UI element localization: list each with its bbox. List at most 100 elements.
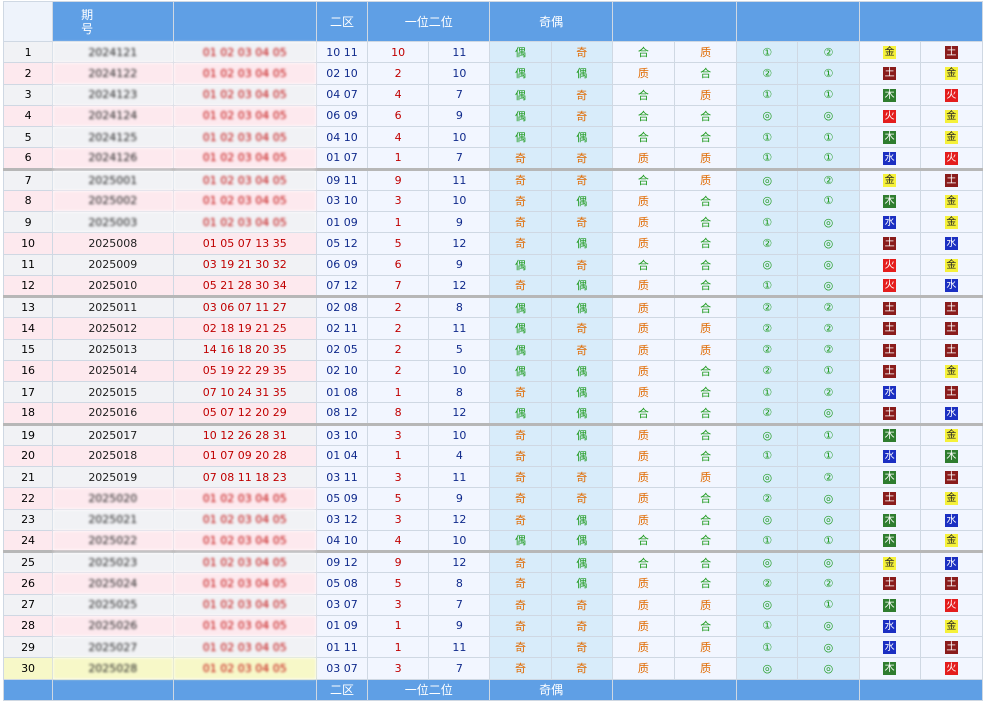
element-badge: 土 [944,471,958,485]
row-element-2: 金 [919,104,984,128]
element-badge: 土 [883,577,897,591]
row-period: 2025013 [52,338,174,361]
table-row: 7 2025001 01 02 03 04 05 09 11 9 11 奇奇合质 ◎ ② 金土 [2,167,984,191]
row-period: 2025017 [52,422,174,446]
row-element-1: 木 [858,422,921,446]
table-row: 29 2025027 01 02 03 04 05 01 11 1 11 奇奇质质 ① ◎ 水土 [2,635,984,659]
row-composite-1: 质 [611,465,675,489]
element-badge: 木 [944,449,958,463]
row-pos2: 10 [428,529,491,553]
row-composite-1: 质 [611,147,675,170]
row-modulo-2: ② [797,294,860,319]
row-element-1: 土 [858,294,921,319]
row-element-1: 土 [858,232,921,255]
row-front-numbers: 01 02 03 04 05 [172,40,317,64]
row-zone2-numbers: 02 10 [315,359,369,383]
row-composite-1: 合 [611,253,675,276]
element-badge: 水 [883,449,897,463]
row-composite-1: 质 [611,210,675,234]
row-composite-1: 合 [611,402,675,425]
row-pos1: 6 [367,253,430,276]
row-front-numbers: 01 02 03 04 05 [172,210,317,234]
row-modulo-1: ① [736,529,799,553]
row-oddeven-2: 奇 [550,657,613,680]
header-oddeven: 奇偶 [489,1,613,42]
row-modulo-1: ② [736,487,799,510]
element-badge: 火 [944,151,958,165]
row-modulo-1: ② [736,232,799,255]
row-zone2-numbers: 03 07 [315,593,369,616]
row-front-numbers: 07 10 24 31 35 [172,380,317,404]
row-composite-1: 合 [611,167,675,191]
row-element-2: 土 [919,40,984,64]
row-composite-1: 质 [611,232,675,255]
row-element-2: 水 [919,549,984,574]
row-oddeven-1: 奇 [489,147,552,170]
row-composite-1: 质 [611,62,675,85]
header-pos12: 一位二位 [367,1,491,42]
row-index: 17 [2,380,54,404]
row-modulo-1: ② [736,402,799,425]
row-zone2-numbers: 04 10 [315,529,369,553]
row-period: 2025018 [52,444,174,468]
row-modulo-2: ② [797,572,860,595]
row-period: 2025014 [52,359,174,383]
row-modulo-2: ◎ [797,274,860,298]
row-element-1: 金 [858,167,921,191]
row-modulo-1: ◎ [736,657,799,680]
element-badge: 金 [944,258,958,272]
element-badge: 水 [944,406,958,420]
row-modulo-1: ◎ [736,422,799,446]
row-pos1: 9 [367,167,430,191]
row-composite-1: 合 [611,83,675,106]
element-badge: 火 [883,109,897,123]
row-front-numbers: 03 06 07 11 27 [172,294,317,319]
row-front-numbers: 05 07 12 20 29 [172,402,317,425]
row-period: 2025008 [52,232,174,255]
element-badge: 金 [944,131,958,145]
footer-five-elements [858,678,983,701]
row-modulo-2: ◎ [797,104,860,128]
row-period: 2024122 [52,62,174,85]
row-modulo-2: ① [797,359,860,383]
row-element-2: 土 [919,317,984,340]
row-composite-1: 合 [611,40,675,64]
element-badge: 金 [944,194,958,208]
row-pos1: 3 [367,189,430,213]
row-modulo-2: ◎ [797,253,860,276]
row-element-1: 火 [858,253,921,276]
table-row: 20 2025018 01 07 09 20 28 01 04 1 4 奇偶质合 ① ① 水木 [2,444,984,468]
row-oddeven-2: 偶 [550,274,613,298]
row-element-1: 土 [858,338,921,361]
row-pos1: 1 [367,147,430,170]
row-modulo-1: ◎ [736,465,799,489]
row-index: 11 [2,253,54,276]
row-modulo-2: ② [797,380,860,404]
row-period: 2025002 [52,189,174,213]
row-index: 14 [2,317,54,340]
row-oddeven-2: 奇 [550,593,613,616]
element-badge: 火 [883,258,897,272]
row-element-1: 火 [858,104,921,128]
row-index: 7 [2,167,54,191]
row-oddeven-1: 偶 [489,317,552,340]
row-zone2-numbers: 03 12 [315,508,369,531]
row-modulo-1: ② [736,62,799,85]
footer-oddeven: 奇偶 [489,678,613,701]
element-badge: 土 [883,237,897,251]
row-oddeven-1: 奇 [489,549,552,574]
row-oddeven-2: 奇 [550,317,613,340]
table-row: 5 2024125 01 02 03 04 05 04 10 4 10 偶偶合合 ① ① 木金 [2,125,984,149]
row-element-2: 金 [919,125,984,149]
row-oddeven-2: 奇 [550,465,613,489]
row-oddeven-2: 偶 [550,294,613,319]
row-modulo-1: ① [736,614,799,638]
header-five-elements [858,1,983,42]
element-badge: 水 [883,641,897,655]
row-oddeven-1: 偶 [489,104,552,128]
table-row: 21 2025019 07 08 11 18 23 03 11 3 11 奇奇质质 ◎ ② 木土 [2,465,984,489]
table-row: 23 2025021 01 02 03 04 05 03 12 3 12 奇偶质合 ◎ ◎ 木水 [2,508,984,531]
row-oddeven-1: 奇 [489,508,552,531]
table-row: 8 2025002 01 02 03 04 05 03 10 3 10 奇偶质合 ◎ ① 木 金 [2,189,984,213]
row-oddeven-1: 偶 [489,338,552,361]
